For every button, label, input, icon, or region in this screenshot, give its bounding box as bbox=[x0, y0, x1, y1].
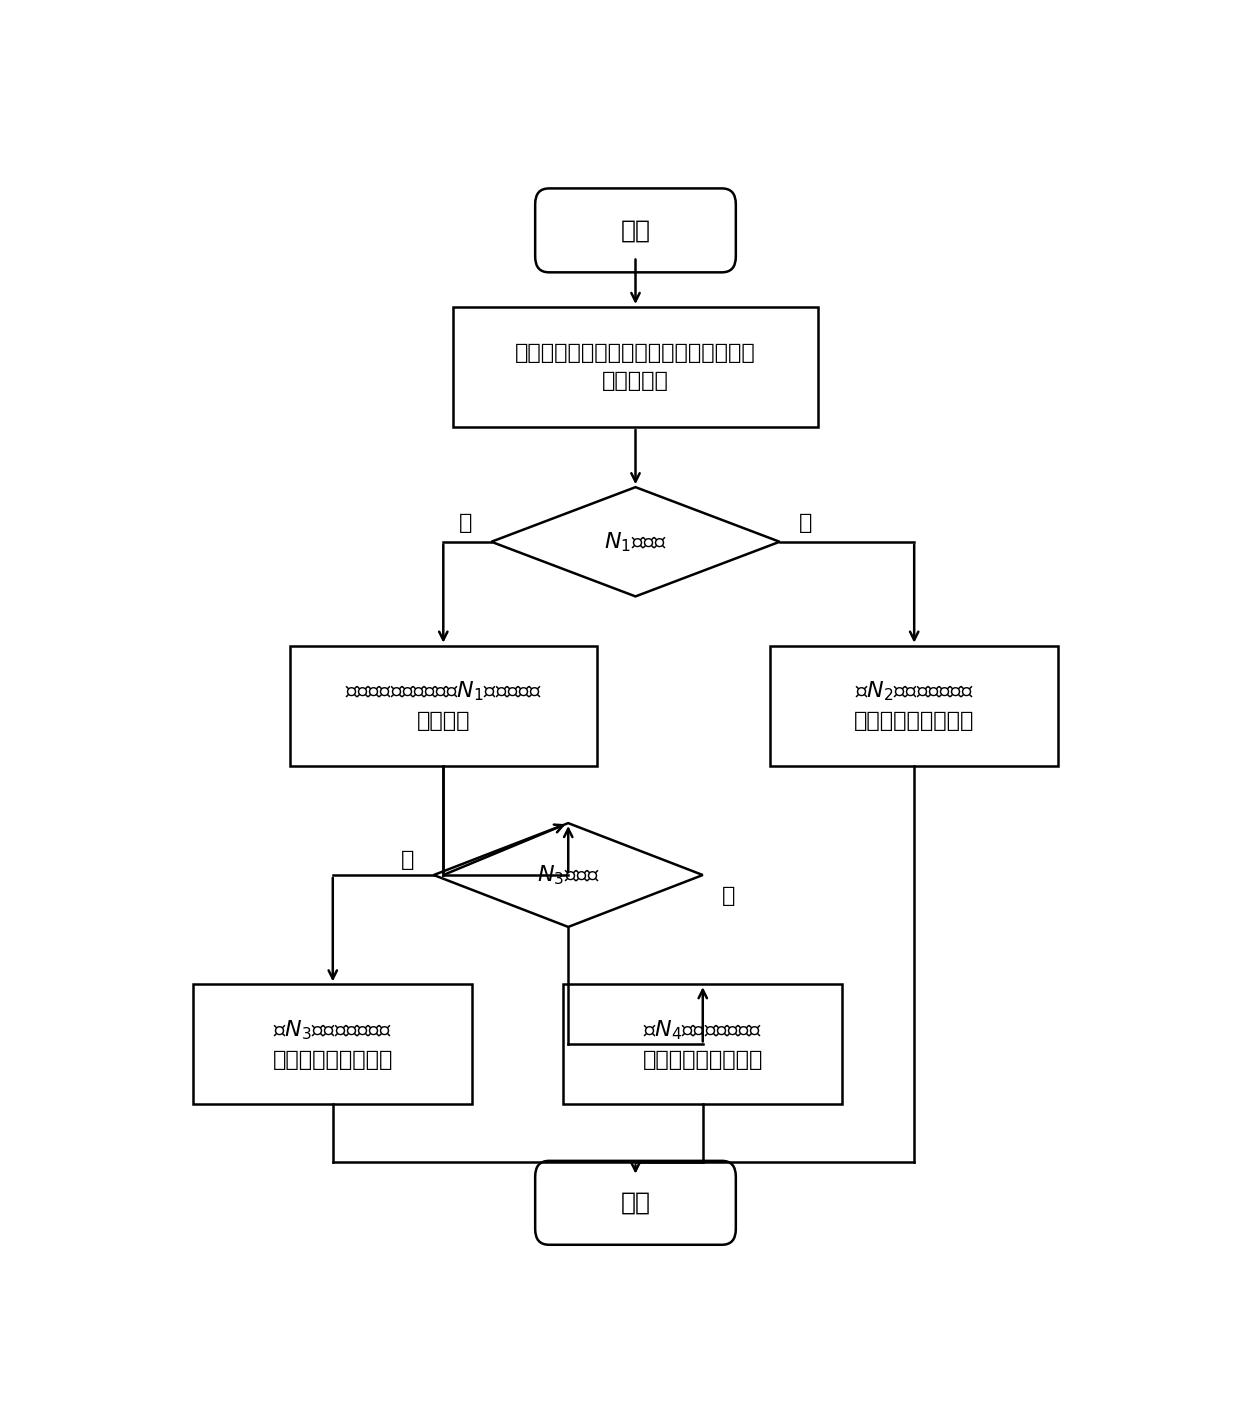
Text: 今$N_2$中选择残差最大
的变量节点进行更新: 今$N_2$中选择残差最大 的变量节点进行更新 bbox=[854, 680, 975, 731]
Text: $N_3$非空？: $N_3$非空？ bbox=[537, 863, 600, 887]
Bar bbox=[453, 307, 818, 427]
Bar bbox=[289, 646, 596, 766]
Bar bbox=[193, 985, 472, 1104]
Text: 否: 否 bbox=[722, 885, 735, 905]
Text: 结束: 结束 bbox=[620, 1191, 651, 1215]
Text: 今$N_3$中选择残差最大
的变量节点进行更新: 今$N_3$中选择残差最大 的变量节点进行更新 bbox=[273, 1019, 393, 1070]
Polygon shape bbox=[434, 823, 703, 927]
Bar bbox=[770, 646, 1058, 766]
Text: $N_1$非空？: $N_1$非空？ bbox=[604, 529, 667, 553]
Text: 是: 是 bbox=[459, 514, 472, 534]
Text: 否: 否 bbox=[799, 514, 812, 534]
Text: 开始: 开始 bbox=[620, 219, 651, 243]
Polygon shape bbox=[491, 487, 780, 596]
Text: 是: 是 bbox=[401, 850, 414, 870]
FancyBboxPatch shape bbox=[536, 189, 735, 272]
Text: 今$N_4$中选择残差最大
的变量节点进行更新: 今$N_4$中选择残差最大 的变量节点进行更新 bbox=[642, 1019, 763, 1070]
Bar bbox=[563, 985, 842, 1104]
Text: 根据校验度准则定理对$N_1$中变量节点
进行判定: 根据校验度准则定理对$N_1$中变量节点 进行判定 bbox=[345, 680, 542, 731]
FancyBboxPatch shape bbox=[536, 1161, 735, 1244]
Text: 利用变量节点振赡定理定理对所有变量节
点进行判定: 利用变量节点振赡定理定理对所有变量节 点进行判定 bbox=[515, 343, 756, 392]
